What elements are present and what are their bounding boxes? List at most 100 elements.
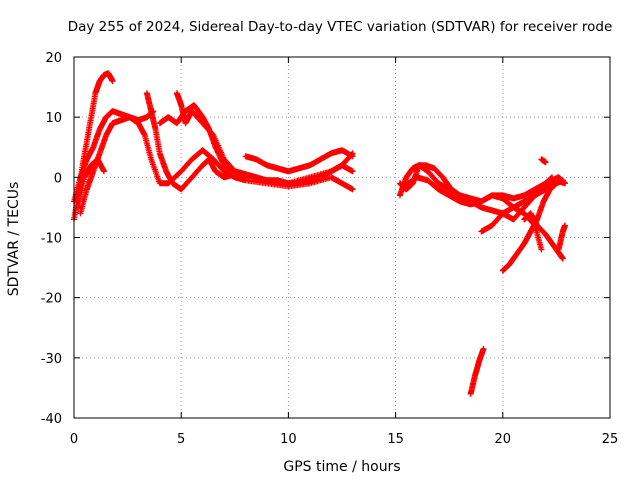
- chart-title: Day 255 of 2024, Sidereal Day-to-day VTE…: [68, 19, 613, 35]
- data-point: [523, 218, 526, 221]
- data-point: [561, 230, 565, 233]
- data-point: [490, 209, 494, 212]
- series-arc-g: [156, 102, 260, 181]
- data-point: [184, 109, 187, 113]
- data-point: [287, 170, 290, 173]
- data-point: [480, 206, 483, 209]
- data-point: [544, 182, 547, 185]
- data-point: [164, 170, 168, 173]
- data-point: [222, 170, 226, 173]
- data-point: [523, 200, 526, 203]
- data-point: [94, 91, 97, 95]
- data-point: [154, 128, 157, 131]
- data-point: [563, 224, 567, 227]
- data-point: [98, 152, 101, 155]
- data-point: [244, 173, 247, 176]
- series-arc-l: [478, 177, 568, 235]
- marker-trace: [467, 345, 487, 397]
- data-point: [508, 263, 511, 266]
- data-point: [523, 206, 526, 209]
- data-point: [255, 176, 258, 179]
- data-point: [523, 212, 526, 215]
- data-point: [180, 103, 183, 107]
- data-point: [319, 176, 322, 179]
- data-point: [201, 149, 204, 152]
- series-arc-c: [77, 108, 157, 217]
- data-point: [490, 194, 494, 197]
- data-point: [297, 167, 301, 170]
- data-point: [351, 188, 354, 191]
- data-point: [158, 182, 161, 185]
- data-point: [557, 176, 560, 179]
- data-point: [89, 164, 93, 167]
- data-point: [514, 254, 517, 257]
- data-series: [71, 70, 568, 397]
- data-point: [137, 118, 140, 122]
- data-point: [85, 140, 89, 143]
- data-point: [480, 200, 483, 203]
- data-point: [96, 158, 99, 161]
- data-point: [190, 109, 194, 113]
- data-point: [330, 176, 333, 179]
- y-tick-label: 10: [45, 111, 62, 126]
- series-arc-f: [173, 90, 356, 187]
- data-point: [469, 392, 472, 396]
- x-axis-label: GPS time / hours: [283, 459, 400, 475]
- series-arc-o: [555, 222, 568, 253]
- x-tick-label: 10: [280, 432, 297, 447]
- data-point: [255, 158, 258, 161]
- data-point: [145, 115, 149, 119]
- x-tick-label: 25: [602, 432, 619, 447]
- data-point: [111, 121, 114, 125]
- data-point: [542, 200, 545, 203]
- data-point: [480, 230, 483, 233]
- data-point: [529, 212, 532, 215]
- data-point: [523, 242, 526, 245]
- y-tick-label: -10: [41, 232, 62, 247]
- data-point: [478, 359, 481, 363]
- data-point: [190, 176, 194, 179]
- data-point: [533, 188, 537, 191]
- data-point: [561, 257, 565, 260]
- series-arc-r: [467, 345, 487, 397]
- data-point: [469, 203, 472, 206]
- data-point: [544, 161, 547, 164]
- data-point: [432, 167, 436, 170]
- data-point: [175, 91, 179, 95]
- data-point: [201, 115, 204, 119]
- data-point: [482, 347, 485, 351]
- data-point: [544, 233, 547, 236]
- data-point: [540, 248, 543, 251]
- data-point: [405, 176, 408, 179]
- marker-trace: [538, 156, 549, 166]
- y-axis-label: SDTVAR / TECUs: [6, 182, 22, 297]
- data-point: [98, 128, 101, 131]
- marker-trace: [156, 102, 260, 181]
- y-tick-label: -20: [41, 292, 62, 307]
- data-point: [276, 179, 279, 182]
- data-point: [550, 179, 554, 182]
- data-point: [512, 206, 515, 209]
- data-point: [308, 179, 312, 182]
- data-point: [441, 176, 444, 179]
- data-point: [523, 194, 526, 197]
- data-point: [184, 121, 187, 125]
- data-point: [563, 182, 567, 185]
- x-tick-label: 0: [70, 432, 78, 447]
- data-point: [415, 176, 419, 179]
- data-point: [398, 194, 402, 197]
- data-point: [411, 167, 414, 170]
- data-point: [128, 115, 131, 119]
- data-point: [473, 374, 477, 378]
- data-point: [351, 170, 354, 173]
- data-point: [297, 182, 301, 185]
- data-point: [222, 164, 226, 167]
- data-point: [158, 152, 161, 155]
- data-point: [180, 188, 183, 191]
- data-point: [501, 197, 504, 200]
- data-point: [276, 167, 279, 170]
- data-point: [85, 158, 89, 161]
- marker-trace: [173, 90, 356, 187]
- data-point: [214, 170, 217, 173]
